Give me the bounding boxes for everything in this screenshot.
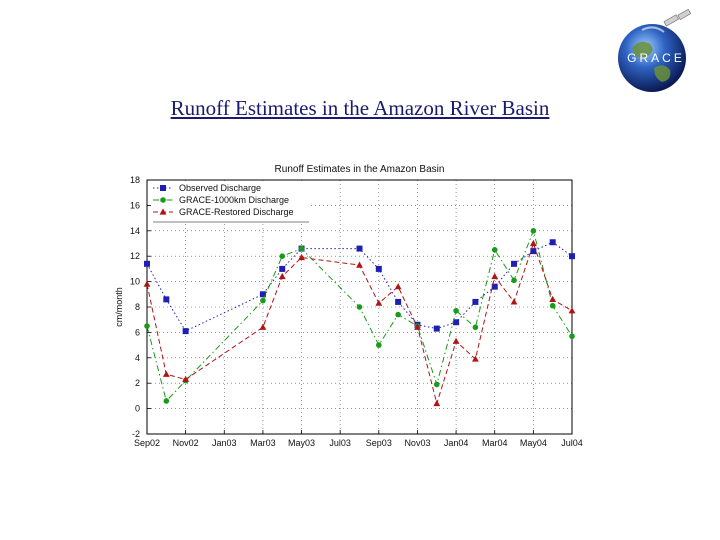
data-point-series-1: [453, 308, 459, 314]
x-tick-label: Nov02: [173, 438, 199, 448]
data-point-series-1: [491, 247, 498, 253]
series-line-2: [146, 241, 573, 406]
y-tick-label: 6: [135, 327, 140, 337]
cloud-shape: [641, 26, 665, 33]
data-point-series-0: [182, 328, 189, 335]
y-tick-label: 4: [135, 353, 140, 363]
data-point-series-2: [394, 283, 402, 290]
data-point-series-0: [375, 265, 382, 272]
data-point-series-2: [375, 299, 383, 306]
data-point-series-2: [298, 253, 305, 261]
data-point-series-2: [472, 355, 479, 362]
data-point-series-2: [529, 239, 537, 247]
y-tick-label: -2: [132, 429, 140, 439]
x-tick-label: May04: [520, 438, 547, 448]
data-point-series-0: [395, 298, 402, 305]
chart-title: Runoff Estimates in the Amazon Basin: [275, 164, 445, 175]
data-point-series-0: [472, 298, 479, 305]
y-axis-label: cm/month: [114, 287, 124, 327]
y-tick-label: 16: [130, 200, 140, 210]
landmass-shape: [654, 65, 671, 82]
series-line-1: [146, 229, 573, 402]
legend-label: Observed Discharge: [179, 183, 261, 193]
y-tick-label: 18: [130, 175, 140, 185]
legend-label: GRACE-1000km Discharge: [179, 195, 289, 205]
data-point-series-0: [279, 265, 286, 272]
legend-box: [151, 182, 309, 222]
legend-label: GRACE-Restored Discharge: [179, 207, 294, 217]
y-tick-label: 10: [130, 277, 140, 287]
data-point-series-2: [452, 337, 460, 344]
logo-text: GRACE: [627, 51, 685, 65]
data-point-series-0: [511, 260, 518, 267]
data-point-series-2: [433, 399, 441, 407]
data-point-series-0: [356, 245, 363, 252]
y-tick-label: 8: [135, 302, 140, 312]
x-tick-label: Jan04: [444, 438, 469, 448]
y-tick-label: 2: [135, 378, 140, 388]
data-point-series-0: [491, 283, 498, 290]
x-tick-label: Mar04: [482, 438, 508, 448]
y-tick-label: 14: [130, 226, 140, 236]
x-tick-label: Jan03: [212, 438, 237, 448]
runoff-chart: Runoff Estimates in the Amazon Basin -2 0 2…: [114, 164, 583, 448]
data-point-series-1: [163, 398, 170, 404]
data-point-series-1: [530, 228, 537, 234]
data-point-series-2: [259, 323, 267, 330]
data-point-series-1: [569, 333, 575, 340]
legend-marker: [160, 185, 166, 191]
data-point-series-0: [530, 248, 537, 255]
data-point-series-1: [279, 253, 286, 259]
satellite-icon: [677, 8, 692, 21]
data-point-series-2: [162, 370, 170, 377]
slide-title: Runoff Estimates in the Amazon River Bas…: [170, 96, 550, 120]
data-point-series-2: [549, 295, 557, 302]
data-point-series-2: [278, 272, 286, 280]
x-tick-label: May03: [288, 438, 315, 448]
data-point-series-1: [260, 297, 266, 304]
data-point-series-2: [510, 298, 518, 305]
data-point-series-1: [356, 304, 363, 310]
x-tick-label: Jul03: [329, 438, 351, 448]
data-point-series-2: [568, 307, 576, 314]
data-point-series-2: [356, 261, 363, 268]
x-tick-label: Sep02: [134, 438, 160, 448]
series-line-0: [146, 241, 573, 332]
legend-marker: [159, 208, 167, 215]
data-point-series-1: [298, 245, 305, 252]
x-tick-label: Jul04: [561, 438, 583, 448]
landmass-shape: [632, 41, 653, 58]
data-point-series-0: [433, 325, 440, 332]
data-point-series-0: [259, 291, 266, 298]
data-point-series-0: [144, 260, 150, 267]
data-point-series-0: [453, 319, 460, 326]
grace-logo: GRACE: [618, 8, 692, 92]
data-point-series-1: [549, 302, 556, 309]
data-point-series-0: [163, 296, 170, 303]
data-point-series-1: [433, 381, 440, 388]
y-tick-label: 12: [130, 251, 140, 261]
data-point-series-1: [395, 311, 401, 318]
data-point-series-2: [143, 280, 151, 287]
data-point-series-1: [472, 324, 479, 331]
data-point-series-2: [182, 375, 190, 382]
data-point-series-0: [569, 253, 575, 260]
data-point-series-1: [144, 323, 150, 329]
data-point-series-1: [511, 277, 517, 284]
x-tick-label: Mar03: [250, 438, 276, 448]
data-point-series-2: [491, 272, 499, 280]
data-point-series-1: [376, 342, 382, 348]
y-tick-label: 0: [135, 404, 140, 414]
data-point-series-2: [414, 323, 421, 330]
satellite-icon: [663, 14, 679, 27]
data-point-series-0: [549, 239, 556, 246]
legend-marker: [160, 197, 166, 203]
x-tick-label: Sep03: [366, 438, 392, 448]
plot-frame: [146, 179, 573, 435]
x-tick-label: Nov03: [404, 438, 430, 448]
